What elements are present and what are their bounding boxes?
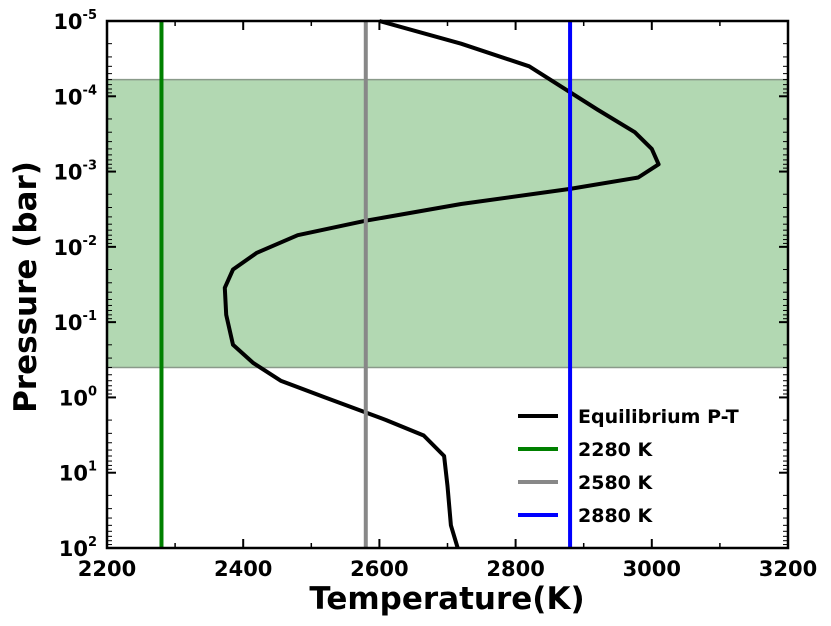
- legend-label: 2580 K: [578, 472, 653, 494]
- x-axis-label: Temperature(K): [309, 581, 584, 617]
- series-line-equilibrium-pt: [222, 19, 661, 549]
- x-tick-label: 2400: [214, 557, 272, 581]
- y-tick-label: 10-2: [53, 234, 97, 260]
- legend: Equilibrium P-T 2280 K 2580 K 2880 K: [518, 406, 739, 527]
- x-tick-label: 2800: [486, 557, 544, 581]
- series-layer: [159, 19, 661, 549]
- y-tick-label: 100: [59, 384, 97, 410]
- y-tick-labels: 10-5 10-4 10-3 10-2 10-1 100 101 102: [53, 8, 97, 561]
- plot-frame: [105, 19, 790, 550]
- legend-label: Equilibrium P-T: [578, 406, 739, 428]
- y-axis-label: Pressure (bar): [8, 161, 44, 413]
- x-tick-label: 3000: [623, 557, 681, 581]
- x-tick-labels: 2200 2400 2600 2800 3000 3200: [78, 557, 817, 581]
- y-tick-label: 10-5: [53, 8, 97, 34]
- y-tick-label: 102: [59, 535, 97, 561]
- x-tick-label: 2600: [350, 557, 408, 581]
- y-tick-label: 101: [59, 460, 97, 486]
- y-tick-label: 10-3: [53, 159, 97, 185]
- y-tick-label: 10-4: [53, 83, 97, 109]
- x-tick-label: 2200: [78, 557, 136, 581]
- legend-label: 2280 K: [578, 439, 653, 461]
- legend-label: 2880 K: [578, 505, 653, 527]
- shaded-band: [107, 79, 788, 368]
- y-tick-label: 10-1: [53, 309, 97, 335]
- x-tick-label: 3200: [759, 557, 817, 581]
